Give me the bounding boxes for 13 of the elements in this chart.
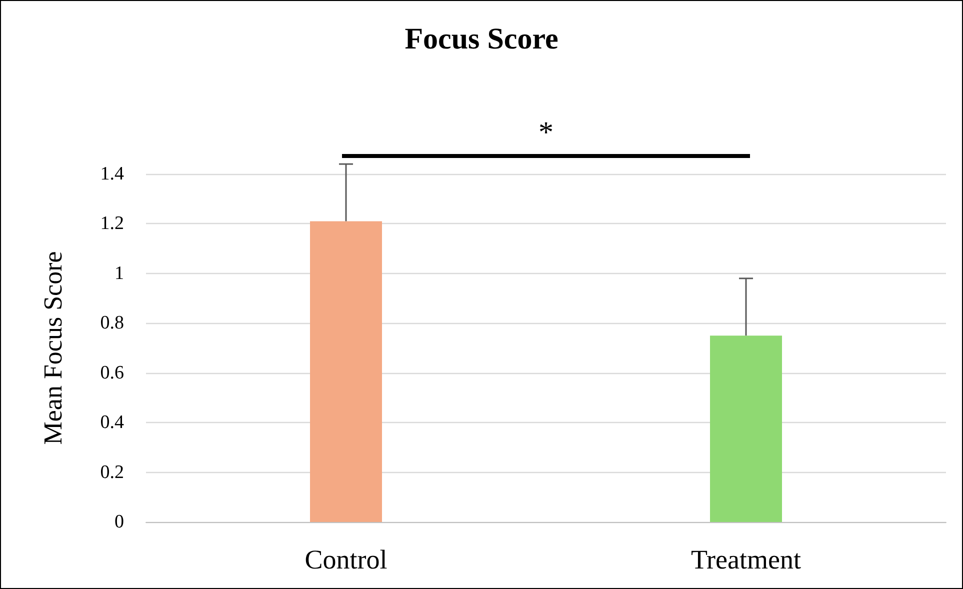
chart-title: Focus Score (404, 22, 558, 56)
y-tick-label: 1.4 (100, 164, 124, 184)
y-tick-label: 0.2 (100, 462, 124, 483)
y-axis-title: Mean Focus Score (38, 251, 68, 445)
x-tick-label: Control (304, 544, 388, 574)
text: * (538, 116, 554, 150)
y-tick-label: 1.2 (100, 213, 124, 234)
y-tick-label: 0.8 (100, 312, 124, 334)
y-tick-label: 0 (114, 512, 124, 532)
y-tick-label: 0.6 (100, 362, 124, 384)
y-tick-label: 1 (114, 262, 124, 284)
y-tick-label: 0.4 (100, 412, 124, 434)
x-tick-label: Treatment (691, 544, 802, 574)
